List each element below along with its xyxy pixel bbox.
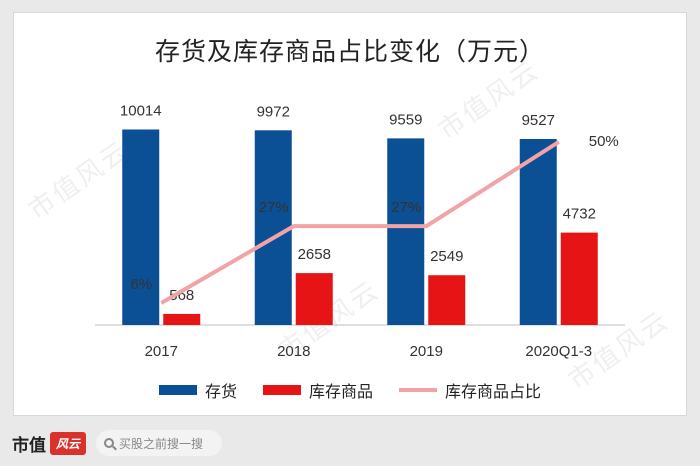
ratio-label: 6% (130, 276, 152, 293)
bar-stock-goods (163, 313, 201, 325)
bar-stock-goods (428, 275, 466, 325)
legend-item-stock-goods: 库存商品 (262, 378, 373, 402)
legend-label-ratio: 库存商品占比 (445, 384, 542, 401)
ratio-label: 27% (391, 199, 421, 216)
ratio-label: 50% (589, 133, 619, 150)
bar-inventory (387, 138, 425, 325)
legend-swatch-inventory (158, 385, 197, 395)
chart-title: 存货及库存商品占比变化（万元） (154, 38, 545, 66)
data-label: 2658 (298, 246, 331, 263)
legend-label-inventory: 存货 (204, 384, 237, 401)
brand-mark: 风云 (50, 431, 87, 455)
search-icon (104, 438, 115, 448)
chart-legend: 存货 库存商品 库存商品占比 (0, 378, 700, 402)
search-placeholder: 买股之前搜一搜 (119, 436, 204, 451)
bar-inventory (519, 138, 557, 325)
data-label: 4732 (563, 206, 596, 223)
data-label: 9559 (389, 111, 422, 128)
x-tick-label: 2017 (145, 343, 178, 360)
x-tick-label: 2020Q1-3 (525, 343, 592, 360)
x-tick-label: 2019 (410, 343, 443, 360)
legend-label-stock-goods: 库存商品 (308, 384, 373, 401)
bar-stock-goods (295, 273, 333, 325)
ratio-label: 27% (259, 199, 289, 216)
bar-inventory (254, 130, 292, 325)
data-label: 568 (169, 287, 194, 304)
brand-logo[interactable]: 市值 风云 (12, 431, 87, 456)
footer-bar: 市值 风云 买股之前搜一搜 (0, 420, 700, 466)
brand-name: 市值 (12, 435, 46, 455)
bar-stock-goods (560, 232, 598, 325)
legend-swatch-stock-goods (262, 385, 301, 395)
data-label: 2549 (430, 248, 463, 265)
legend-swatch-ratio (399, 388, 437, 392)
legend-item-inventory: 存货 (158, 378, 237, 402)
ratio-line (160, 140, 560, 305)
data-label: 9972 (257, 103, 290, 120)
legend-item-ratio: 库存商品占比 (399, 378, 541, 402)
search-box[interactable]: 买股之前搜一搜 (96, 430, 223, 456)
data-label: 9527 (522, 112, 555, 129)
data-label: 10014 (120, 102, 162, 119)
x-tick-label: 2018 (277, 343, 310, 360)
bar-inventory (122, 129, 160, 325)
